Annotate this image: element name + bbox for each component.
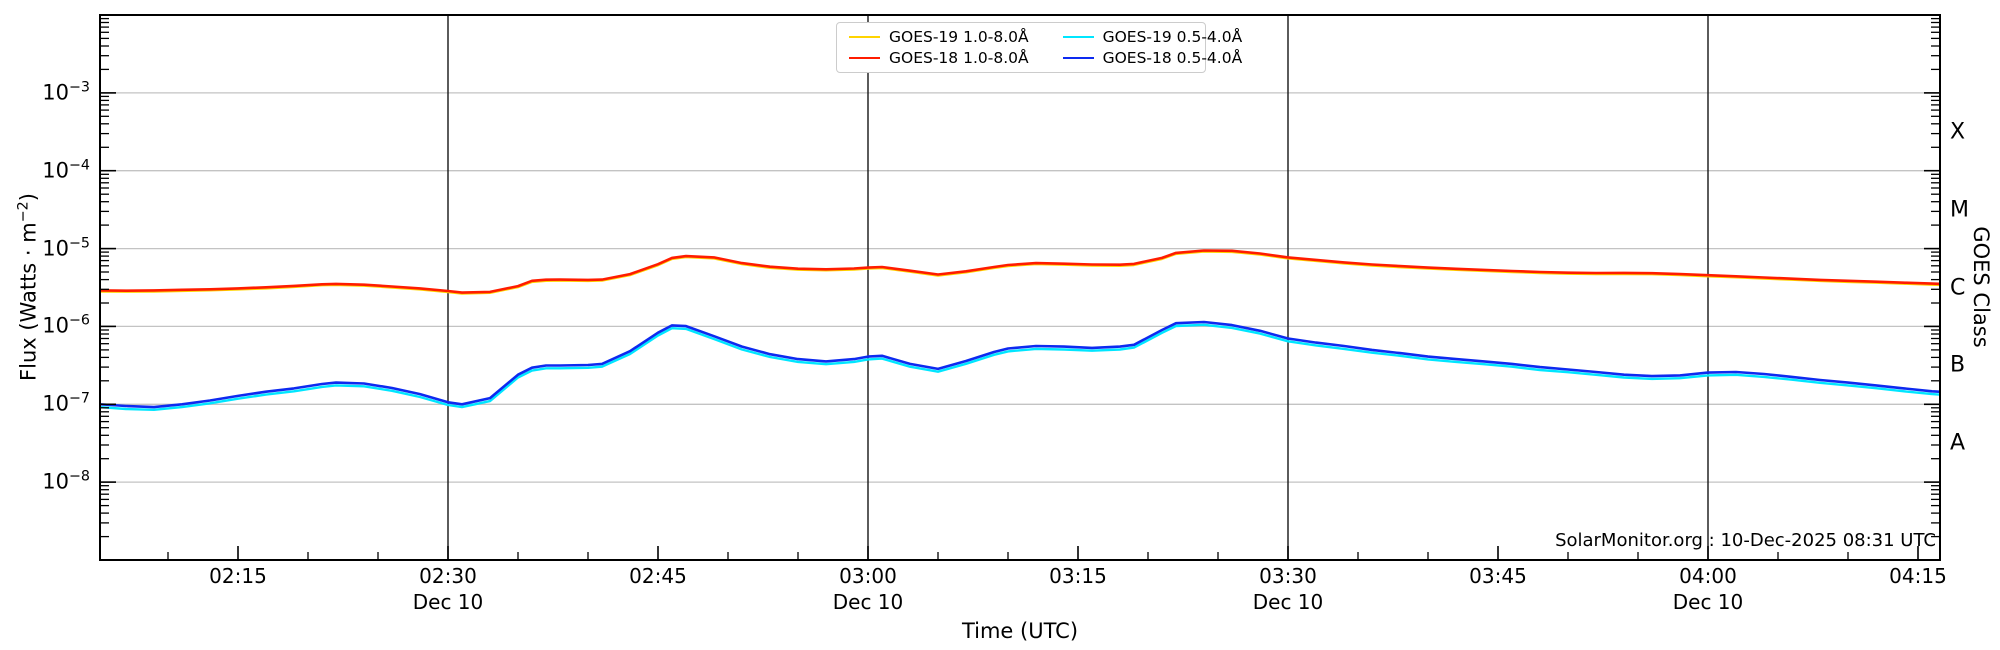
x-tick-label: 03:15 (1049, 564, 1107, 588)
legend-label: GOES-18 0.5-4.0Å (1102, 49, 1243, 68)
right-axis-title: GOES Class (1969, 226, 1993, 348)
legend-label: GOES-18 1.0-8.0Å (889, 49, 1029, 68)
x-date-label: Dec 10 (1252, 590, 1324, 614)
goes-class-letter-B: B (1950, 352, 1966, 378)
x-tick-label: 03:45 (1469, 564, 1527, 588)
goes-class-letter-C: C (1950, 275, 1966, 300)
legend-line-swatch (1062, 35, 1094, 38)
x-date-label: Dec 10 (1672, 590, 1744, 614)
x-tick-label: 02:15 (209, 564, 267, 588)
legend-line-swatch (849, 57, 880, 60)
y-tick-label: 10−7 (42, 390, 90, 416)
x-tick-label: 03:30 (1259, 564, 1317, 588)
series-3-line (101, 323, 1939, 411)
y-tick-label: 10−3 (42, 79, 90, 105)
x-tick-label: 03:00 (839, 564, 897, 588)
x-axis-title: Time (UTC) (961, 619, 1079, 643)
y-tick-label: 10−5 (42, 235, 90, 261)
watermark-text: SolarMonitor.org : 10-Dec-2025 08:31 UTC (1555, 530, 1936, 551)
x-tick-label: 04:00 (1679, 564, 1737, 588)
legend-item: GOES-18 1.0-8.0Å (849, 49, 1029, 67)
legend: GOES-19 1.0-8.0Å GOES-18 1.0-8.0Å GOES-19 … (836, 22, 1242, 73)
goes-class-letter-A: A (1950, 430, 1966, 456)
x-tick-label: 04:15 (1889, 564, 1947, 588)
goes-class-letter-M: M (1950, 197, 1969, 223)
goes-class-letter-X: X (1950, 119, 1966, 145)
legend-item: GOES-19 0.5-4.0Å (1062, 27, 1243, 46)
series-2-line (101, 249, 1939, 294)
y-tick-label: 10−6 (42, 312, 90, 338)
legend-line-swatch (849, 35, 880, 38)
y-tick-label: 10−4 (42, 157, 90, 183)
legend-line-swatch (1062, 57, 1094, 60)
x-tick-label: 02:30 (419, 564, 477, 588)
series-4-line (101, 320, 1939, 409)
x-date-label: Dec 10 (832, 590, 904, 614)
legend-label: GOES-19 0.5-4.0Å (1102, 27, 1243, 46)
y-tick-label: 10−8 (42, 468, 90, 494)
plot-frame (99, 14, 1941, 561)
y-axis-title: Flux (Watts · m−2) (15, 193, 41, 381)
legend-item: GOES-19 1.0-8.0Å (849, 28, 1029, 46)
legend-label: GOES-19 1.0-8.0Å (889, 27, 1029, 46)
x-tick-label: 02:45 (629, 564, 687, 588)
x-date-label: Dec 10 (412, 590, 484, 614)
legend-item: GOES-18 0.5-4.0Å (1062, 49, 1243, 68)
